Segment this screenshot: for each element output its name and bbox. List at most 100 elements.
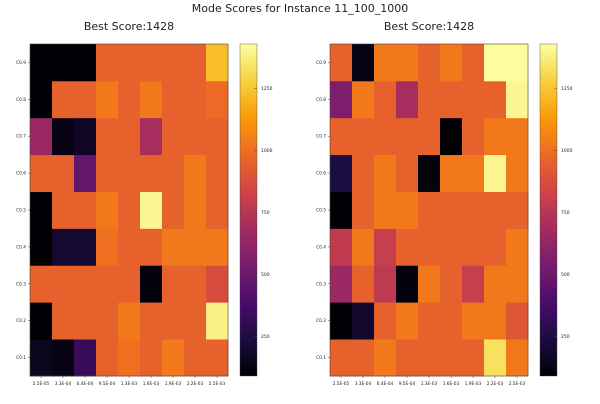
y-tick-label: C0.4 — [316, 244, 326, 250]
heatmap-cell — [440, 117, 463, 156]
heatmap-cell — [462, 191, 485, 229]
heatmap-cell — [162, 117, 185, 156]
heatmap-cell — [330, 44, 353, 82]
heatmap-cell — [206, 339, 229, 377]
heatmap-panel-2: Best Score:1428 2.5E-05 3.3E-04 6.4E-04 9.5E… — [316, 20, 572, 387]
heatmap-cell — [330, 302, 353, 340]
heatmap-cell — [506, 117, 529, 156]
heatmap-cell — [374, 80, 397, 119]
heatmap-cell — [352, 228, 375, 266]
y-tick-label: C0.5 — [316, 208, 326, 214]
heatmap-cell — [374, 44, 397, 82]
heatmap-cell — [96, 117, 119, 156]
colorbar-tick-label: 250 — [561, 334, 570, 340]
y-tick-label: C0.1 — [16, 355, 26, 361]
heatmap-cell — [352, 302, 375, 340]
heatmap-cell — [162, 228, 185, 266]
heatmap-cell — [30, 265, 53, 303]
heatmap-cell — [506, 302, 529, 340]
x-tick-label: 2.2E-03 — [187, 381, 204, 387]
heatmap-cell — [484, 80, 507, 119]
heatmap-cell — [162, 265, 185, 303]
heatmap-cell — [74, 302, 97, 340]
heatmap-cell — [52, 228, 75, 266]
heatmap-cell — [374, 265, 397, 303]
heatmap-cell — [440, 44, 463, 82]
heatmap-cell — [140, 191, 163, 229]
x-tick-label: 2.2E-03 — [487, 381, 504, 387]
panel-title: Best Score:1428 — [384, 20, 474, 33]
heatmap-cell — [374, 302, 397, 340]
colorbar-tick-label: 250 — [261, 334, 270, 340]
heatmap-cell — [462, 302, 485, 340]
heatmap-cell — [374, 117, 397, 156]
heatmap-cell — [396, 339, 419, 377]
heatmap-cell — [74, 154, 97, 192]
panel-title: Best Score:1428 — [84, 20, 174, 33]
heatmap-cell — [506, 154, 529, 192]
heatmap-cell — [162, 191, 185, 229]
heatmap-cell — [396, 302, 419, 340]
y-tick-label: C0.3 — [16, 281, 26, 287]
heatmap-cell — [140, 339, 163, 377]
heatmap-cell — [330, 339, 353, 377]
heatmap-cell — [206, 228, 229, 266]
heatmap-cell — [418, 228, 441, 266]
y-tick-label: C0.7 — [316, 134, 326, 140]
y-tick-label: C0.8 — [16, 97, 26, 103]
heatmap-cell — [462, 44, 485, 82]
heatmap-cell — [440, 302, 463, 340]
heatmap-cell — [118, 265, 141, 303]
heatmap-cell — [30, 339, 53, 377]
heatmap-cell — [352, 44, 375, 82]
y-tick-label: C0.1 — [316, 355, 326, 361]
heatmap-cell — [30, 228, 53, 266]
x-tick-label: 2.5E-05 — [333, 381, 350, 387]
x-tick-label: 6.4E-04 — [377, 381, 394, 387]
colorbar-tick-label: 1000 — [561, 148, 573, 154]
heatmap-cell — [118, 302, 141, 340]
colorbar — [540, 44, 557, 376]
heatmap-cell — [352, 339, 375, 377]
heatmap-cell — [52, 80, 75, 119]
heatmap-cell — [330, 117, 353, 156]
heatmap-cell — [440, 80, 463, 119]
colorbar-tick-label: 1250 — [561, 86, 573, 92]
heatmap-cell — [30, 80, 53, 119]
heatmap-cell — [418, 265, 441, 303]
heatmap-cell — [352, 265, 375, 303]
y-tick-label: C0.6 — [316, 171, 326, 177]
heatmap-cell — [418, 191, 441, 229]
x-tick-label: 2.5E-03 — [509, 381, 526, 387]
heatmap-cell — [506, 44, 529, 82]
heatmap-cell — [140, 154, 163, 192]
heatmap-cell — [184, 117, 207, 156]
heatmap-cell — [162, 44, 185, 82]
heatmap-cell — [162, 154, 185, 192]
heatmap-cell — [352, 154, 375, 192]
heatmap-cell — [484, 117, 507, 156]
heatmap-cell — [374, 228, 397, 266]
heatmap-cell — [140, 302, 163, 340]
heatmap-panel-1: Best Score:1428 2.5E-05 3.3E-04 6.4E-04 9.5E… — [16, 20, 272, 387]
x-tick-label: 1.6E-03 — [443, 381, 460, 387]
colorbar-tick-label: 750 — [261, 210, 270, 216]
x-tick-label: 1.3E-03 — [421, 381, 438, 387]
heatmap-cell — [484, 265, 507, 303]
y-tick-label: C0.2 — [316, 318, 326, 324]
heatmap-cell — [462, 117, 485, 156]
heatmap-cell — [30, 44, 53, 82]
x-tick-label: 6.4E-04 — [77, 381, 94, 387]
heatmap-cell — [352, 80, 375, 119]
heatmap-cell — [140, 80, 163, 119]
heatmap-cell — [140, 265, 163, 303]
heatmap-cell — [440, 228, 463, 266]
heatmap-cell — [184, 265, 207, 303]
heatmap-cell — [440, 265, 463, 303]
heatmap-cell — [374, 339, 397, 377]
heatmap-cell — [118, 228, 141, 266]
heatmap-cell — [374, 154, 397, 192]
colorbar-frame — [539, 43, 558, 377]
colorbar-tick-label: 500 — [561, 272, 570, 278]
heatmap-cell — [374, 191, 397, 229]
